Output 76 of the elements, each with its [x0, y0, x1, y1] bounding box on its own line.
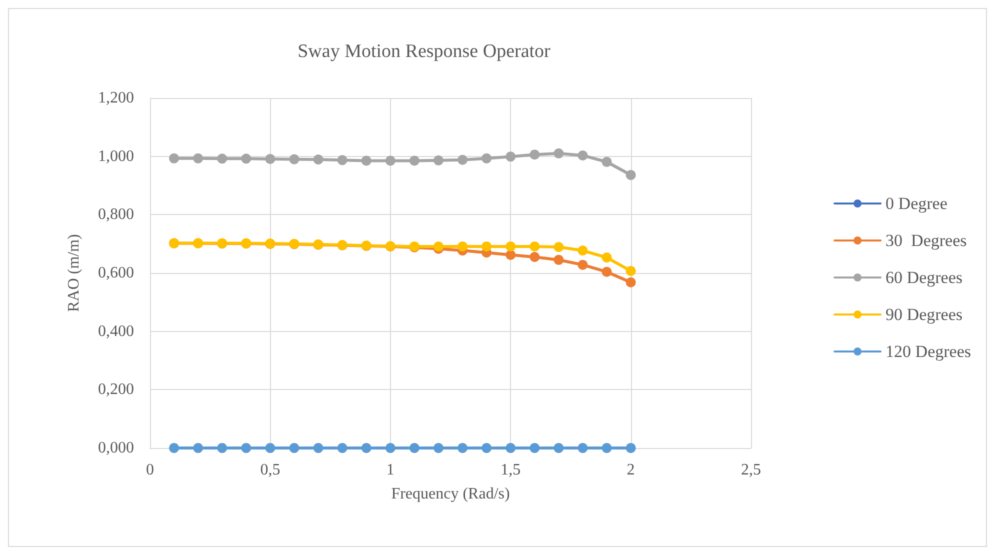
x-axis-title: Frequency (Rad/s) [391, 486, 510, 502]
chart-title: Sway Motion Response Operator [298, 41, 552, 62]
point [337, 443, 348, 453]
x-tick-label: 0 [146, 462, 154, 478]
point [385, 443, 396, 453]
point [626, 170, 636, 180]
point [578, 246, 588, 256]
x-tick-label: 1,5 [500, 462, 521, 478]
point [554, 242, 564, 252]
point [530, 241, 540, 252]
point [433, 155, 444, 166]
point [169, 153, 180, 164]
point [554, 148, 564, 158]
point [602, 266, 612, 277]
y-tick-label: 0,400 [98, 322, 134, 340]
point [482, 443, 492, 453]
x-tick-label: 2 [626, 462, 635, 478]
point [193, 443, 204, 453]
point [265, 443, 276, 453]
y-tick-label: 1,000 [98, 148, 134, 165]
point [217, 443, 228, 453]
y-tick-label: 0,200 [98, 381, 134, 398]
point [530, 150, 540, 160]
point [433, 443, 444, 453]
point [530, 443, 540, 453]
point [602, 252, 612, 263]
point [169, 443, 180, 453]
x-tick-label: 0,5 [260, 462, 280, 478]
point [578, 443, 588, 453]
point [361, 443, 372, 453]
legend-label: 120 Degrees [886, 342, 972, 361]
point [289, 443, 300, 453]
point [241, 443, 252, 453]
legend-label: 60 Degrees [886, 268, 963, 287]
y-tick-label: 0,000 [98, 440, 134, 456]
point [458, 443, 468, 453]
point [313, 154, 324, 165]
point [385, 156, 396, 166]
point [506, 443, 516, 453]
point [626, 266, 636, 276]
x-tick-label: 1 [386, 462, 394, 478]
point [241, 154, 252, 164]
y-tick-label: 0,600 [98, 264, 134, 282]
point [337, 155, 348, 166]
point [506, 250, 516, 260]
point [458, 154, 468, 165]
legend-label: 30 Degrees [886, 231, 967, 250]
point [361, 156, 372, 166]
point [313, 443, 324, 453]
legend-label: 0 Degree [886, 194, 948, 213]
y-axis-title: RAO (m/m) [66, 234, 82, 312]
y-tick-label: 1,200 [98, 90, 134, 106]
point [409, 443, 420, 453]
point [482, 153, 492, 164]
point [458, 241, 468, 252]
point [578, 260, 588, 270]
point [409, 156, 420, 166]
point [217, 154, 228, 164]
point [265, 154, 276, 164]
point [626, 443, 636, 453]
point [530, 252, 540, 262]
point [626, 277, 636, 288]
point [602, 156, 612, 167]
y-tick-label: 0,800 [98, 206, 134, 224]
point [193, 153, 204, 164]
point [506, 152, 516, 162]
point [482, 241, 492, 252]
legend-label: 90 Degrees [886, 305, 963, 324]
point [433, 241, 444, 252]
point [554, 254, 564, 265]
point [602, 443, 612, 453]
point [506, 241, 516, 252]
point [578, 150, 588, 160]
x-tick-label: 2,5 [741, 462, 761, 478]
point [289, 154, 300, 164]
point [554, 443, 564, 453]
